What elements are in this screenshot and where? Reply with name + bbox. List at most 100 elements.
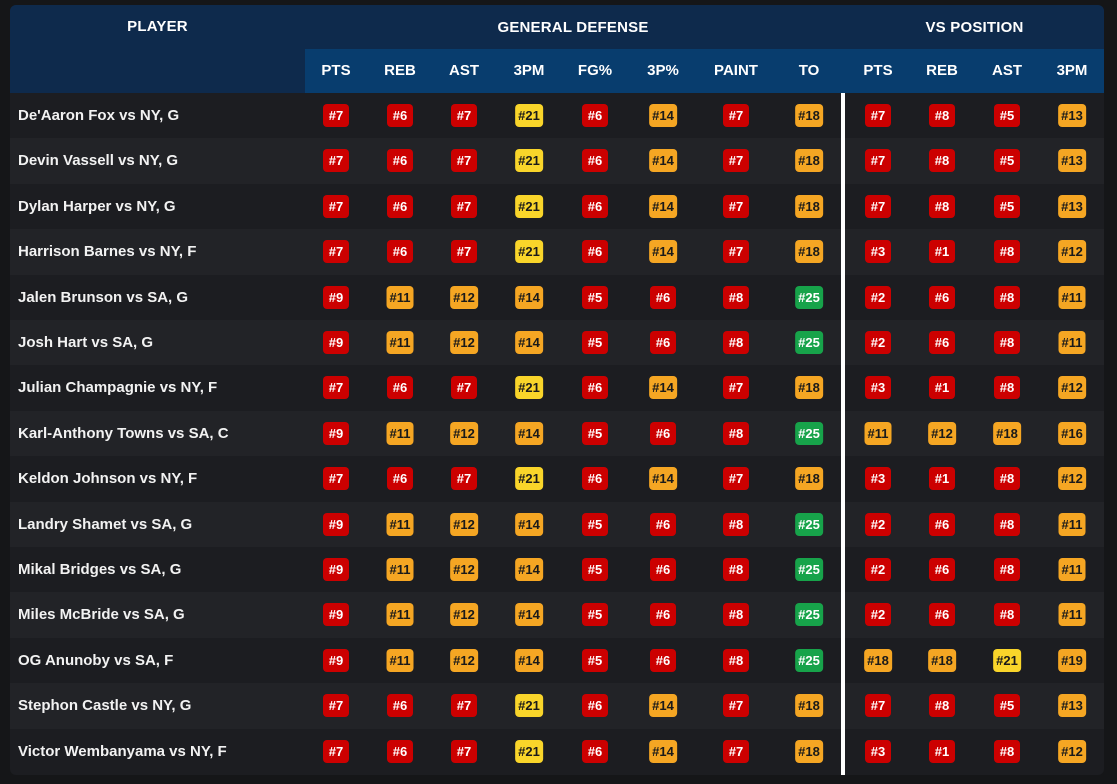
col-header-general-to[interactable]: TO: [798, 62, 820, 79]
rank-badge-general: #7: [323, 149, 349, 173]
rank-badge-vs-position: #1: [929, 376, 955, 400]
rank-badge-general: #21: [515, 694, 543, 718]
rank-badge-vs-position: #8: [994, 603, 1020, 627]
rank-badge-general: #18: [795, 376, 823, 400]
table-row: Julian Champagnie vs NY, F #7 #6 #7 #21 #6 #14…: [10, 365, 1104, 410]
rank-badge-general: #25: [795, 285, 823, 309]
col-header-general-3pm[interactable]: 3PM: [513, 62, 545, 79]
player-name: Landry Shamet vs SA, G: [18, 515, 193, 533]
rank-badge-general: #21: [515, 194, 543, 218]
rank-badge-general: #18: [795, 694, 823, 718]
rank-badge-general: #7: [323, 376, 349, 400]
rank-badge-general: #25: [795, 558, 823, 581]
rank-badge-general: #25: [795, 603, 823, 627]
rank-badge-general: #21: [515, 240, 543, 264]
rank-badge-vs-position: #8: [994, 376, 1020, 400]
rank-badge-general: #7: [323, 104, 349, 127]
rank-badge-vs-position: #8: [994, 240, 1020, 264]
table-row: Devin Vassell vs NY, G #7 #6 #7 #21 #6 #14 #7 #1…: [10, 138, 1104, 184]
rank-badge-general: #8: [723, 648, 749, 672]
col-header-vs-ast[interactable]: AST: [992, 62, 1022, 79]
rank-badge-general: #7: [451, 240, 477, 264]
rank-badge-vs-position: #18: [864, 648, 892, 672]
rank-badge-general: #14: [515, 331, 543, 354]
rank-badge-general: #7: [323, 739, 349, 763]
rank-badge-vs-position: #6: [929, 331, 955, 354]
rank-badge-general: #6: [582, 240, 608, 264]
table-row: Mikal Bridges vs SA, G #9 #11 #12 #14 #5 #6 #8 #…: [10, 547, 1104, 592]
rank-badge-general: #6: [582, 694, 608, 718]
rank-badge-general: #6: [387, 104, 413, 127]
rank-badge-general: #6: [387, 149, 413, 173]
rank-badge-vs-position: #7: [865, 149, 891, 173]
rank-badge-general: #14: [649, 376, 677, 400]
rank-badge-general: #9: [323, 512, 349, 536]
rank-badge-general: #11: [386, 648, 414, 672]
rank-badge-vs-position: #6: [929, 285, 955, 309]
rank-badge-general: #7: [723, 240, 749, 264]
rank-badge-general: #14: [515, 285, 543, 309]
rank-badge-general: #21: [515, 467, 543, 491]
player-name: Devin Vassell vs NY, G: [18, 152, 179, 170]
player-name: OG Anunoby vs SA, F: [18, 651, 174, 669]
rank-badge-vs-position: #8: [929, 104, 955, 127]
col-header-general-paint[interactable]: PAINT: [714, 62, 758, 79]
col-header-general-3p[interactable]: 3P%: [647, 62, 679, 79]
col-header-general-ast[interactable]: AST: [449, 62, 479, 79]
rank-badge-vs-position: #8: [929, 149, 955, 173]
col-header-vs-reb[interactable]: REB: [926, 62, 958, 79]
rank-badge-general: #5: [582, 603, 608, 627]
rank-badge-vs-position: #2: [865, 285, 891, 309]
rank-badge-vs-position: #3: [865, 376, 891, 400]
col-header-vs-pts[interactable]: PTS: [863, 62, 893, 79]
col-header-general-fg[interactable]: FG%: [577, 62, 613, 79]
player-name: Josh Hart vs SA, G: [18, 334, 154, 351]
rank-badge-general: #18: [795, 739, 823, 763]
table-row: Victor Wembanyama vs NY, F #7 #6 #7 #21 #6 #14…: [10, 729, 1104, 774]
rank-badge-general: #14: [515, 648, 543, 672]
table-row: De'Aaron Fox vs NY, G #7 #6 #7 #21 #6 #14 #7 #18…: [10, 93, 1104, 138]
rank-badge-general: #7: [451, 194, 477, 218]
rank-badge-vs-position: #5: [994, 194, 1020, 218]
rank-badge-general: #6: [650, 285, 676, 309]
rank-badge-general: #9: [323, 558, 349, 581]
col-header-general-reb[interactable]: REB: [384, 62, 416, 79]
rank-badge-general: #21: [515, 104, 543, 127]
rank-badge-vs-position: #13: [1058, 694, 1086, 718]
table-row: Landry Shamet vs SA, G #9 #11 #12 #14 #5 #6 #8 #…: [10, 501, 1104, 547]
rank-badge-vs-position: #12: [1058, 240, 1086, 264]
rank-badge-vs-position: #2: [865, 603, 891, 627]
rank-badge-general: #5: [582, 648, 608, 672]
rank-badge-general: #18: [795, 240, 823, 264]
player-header[interactable]: PLAYER: [127, 18, 188, 35]
rank-badge-general: #21: [515, 149, 543, 173]
rank-badge-general: #8: [723, 421, 749, 445]
rank-badge-general: #8: [723, 603, 749, 627]
rank-badge-general: #7: [723, 694, 749, 718]
rank-badge-general: #25: [795, 421, 823, 445]
rank-badge-general: #12: [450, 603, 478, 627]
defense-matchup-table: PLAYER GENERAL DEFENSE VS POSITION PTS RE…: [10, 5, 1104, 775]
rank-badge-general: #6: [387, 694, 413, 718]
rank-badge-general: #9: [323, 421, 349, 445]
col-header-general-pts[interactable]: PTS: [321, 62, 351, 79]
rank-badge-general: #14: [515, 421, 543, 445]
rank-badge-general: #14: [515, 558, 543, 581]
player-name: Victor Wembanyama vs NY, F: [18, 742, 227, 760]
rank-badge-general: #8: [723, 285, 749, 309]
rank-badge-general: #18: [795, 104, 823, 127]
rank-badge-vs-position: #6: [929, 558, 955, 581]
rank-badge-general: #7: [451, 149, 477, 173]
rank-badge-general: #5: [582, 558, 608, 581]
table-row: Jalen Brunson vs SA, G #9 #11 #12 #14 #5 #6 #8 #…: [10, 275, 1104, 320]
rank-badge-vs-position: #3: [865, 739, 891, 763]
rank-badge-vs-position: #12: [1058, 739, 1086, 763]
rank-badge-general: #9: [323, 603, 349, 627]
rank-badge-general: #6: [582, 467, 608, 491]
rank-badge-vs-position: #5: [994, 104, 1020, 127]
rank-badge-general: #8: [723, 512, 749, 536]
rank-badge-general: #25: [795, 512, 823, 536]
rank-badge-vs-position: #11: [1058, 331, 1086, 354]
col-header-vs-3pm[interactable]: 3PM: [1056, 62, 1088, 79]
rank-badge-general: #14: [515, 512, 543, 536]
